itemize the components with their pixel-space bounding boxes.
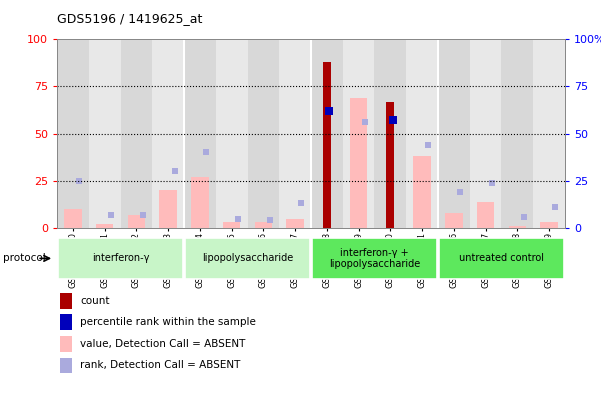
Text: value, Detection Call = ABSENT: value, Detection Call = ABSENT [80,339,245,349]
Bar [57,39,89,228]
Bar [386,101,394,228]
Bar [58,238,183,279]
Bar [191,177,209,228]
Bar [406,39,438,228]
Bar [311,39,343,228]
Text: GDS5196 / 1419625_at: GDS5196 / 1419625_at [57,12,203,25]
Bar [255,222,272,228]
Bar [184,39,216,228]
Bar [312,238,438,279]
Text: rank, Detection Call = ABSENT: rank, Detection Call = ABSENT [80,360,240,371]
Text: protocol: protocol [3,253,46,263]
Text: count: count [80,296,109,306]
Bar [121,39,152,228]
Bar [343,39,374,228]
Bar [159,190,177,228]
Bar [248,39,279,228]
Bar [350,98,367,228]
Bar [59,358,72,373]
Bar [470,39,501,228]
Bar [323,62,331,228]
Bar [439,238,564,279]
Bar [438,39,470,228]
Bar [413,156,431,228]
Text: percentile rank within the sample: percentile rank within the sample [80,317,256,327]
Bar [128,215,145,228]
Text: interferon-γ +
lipopolysaccharide: interferon-γ + lipopolysaccharide [329,248,420,269]
Bar [287,219,304,228]
Text: interferon-γ: interferon-γ [92,253,149,263]
Bar [533,39,565,228]
Bar [89,39,121,228]
Bar [59,336,72,352]
Bar [59,293,72,309]
Bar [445,213,463,228]
Bar [185,238,310,279]
Bar [374,39,406,228]
Bar [96,224,114,228]
Bar [540,222,558,228]
Text: untreated control: untreated control [459,253,544,263]
Bar [59,314,72,330]
Bar [216,39,248,228]
Bar [279,39,311,228]
Bar [64,209,82,228]
Bar [223,222,240,228]
Bar [477,202,494,228]
Text: lipopolysaccharide: lipopolysaccharide [202,253,293,263]
Bar [152,39,184,228]
Bar [508,226,526,228]
Bar [501,39,533,228]
